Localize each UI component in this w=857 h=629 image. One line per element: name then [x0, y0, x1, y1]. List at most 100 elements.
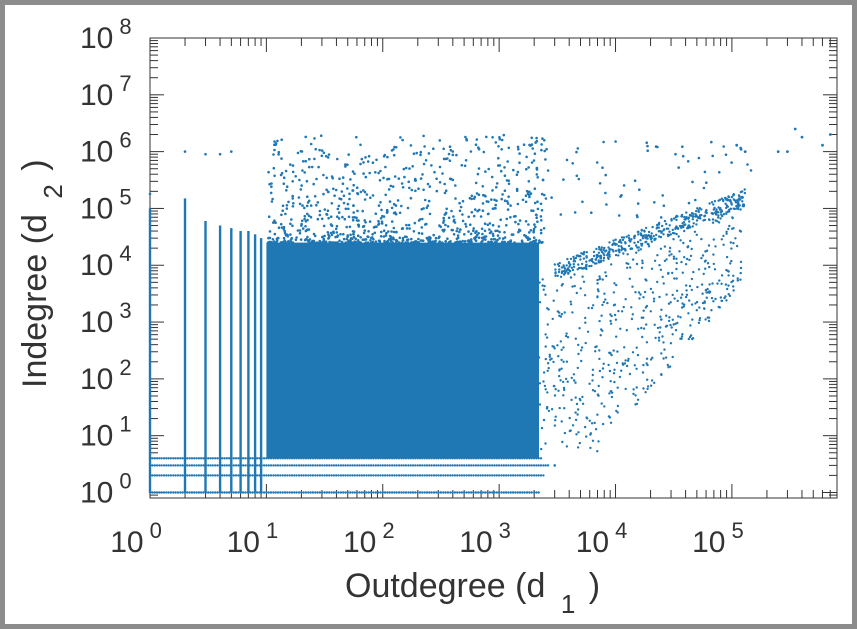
data-point — [635, 386, 638, 389]
data-point — [325, 457, 329, 460]
data-point — [577, 254, 580, 258]
data-point — [685, 293, 689, 296]
data-point — [486, 491, 489, 494]
data-point — [487, 167, 491, 171]
data-point — [479, 457, 482, 460]
data-point — [662, 341, 665, 344]
data-point — [482, 193, 485, 197]
data-point — [528, 195, 531, 199]
data-point — [423, 457, 426, 460]
data-point — [701, 301, 705, 305]
data-point — [557, 270, 561, 274]
data-point — [502, 491, 505, 494]
data-point — [739, 208, 742, 211]
data-point — [447, 216, 451, 220]
data-point — [679, 239, 682, 242]
data-point — [288, 457, 291, 460]
data-point — [559, 379, 562, 382]
data-point — [595, 247, 598, 251]
data-point — [533, 152, 537, 155]
data-point — [495, 199, 498, 202]
data-point — [352, 233, 355, 236]
data-point — [490, 175, 494, 179]
data-point — [518, 219, 522, 222]
data-point — [318, 241, 322, 244]
data-point — [696, 285, 699, 289]
data-point — [459, 205, 463, 209]
data-point — [716, 282, 719, 285]
data-point — [411, 464, 415, 467]
data-point — [386, 177, 389, 181]
data-point — [691, 218, 694, 221]
data-point — [741, 200, 744, 203]
data-point — [663, 219, 667, 223]
data-point — [390, 206, 394, 210]
data-point — [717, 199, 720, 202]
data-point — [637, 246, 640, 249]
data-point — [428, 464, 431, 467]
data-point — [327, 216, 330, 220]
data-point — [601, 329, 604, 332]
data-point — [312, 232, 316, 236]
data-point — [458, 491, 461, 494]
data-point — [573, 273, 576, 276]
data-point — [532, 491, 536, 494]
data-point — [464, 159, 468, 162]
data-point — [725, 232, 728, 235]
data-point — [581, 402, 585, 405]
data-point — [400, 204, 403, 208]
data-point — [365, 491, 368, 494]
data-point — [585, 416, 588, 419]
data-point — [481, 232, 484, 236]
data-point — [509, 464, 512, 467]
data-point — [408, 186, 411, 190]
data-point — [689, 214, 692, 217]
data-point — [624, 298, 627, 301]
data-point — [325, 464, 329, 467]
data-point — [207, 457, 210, 460]
data-point — [635, 251, 638, 254]
data-point — [602, 140, 605, 144]
data-point — [503, 199, 507, 202]
data-point — [307, 165, 311, 169]
data-point — [653, 201, 656, 204]
data-point — [313, 234, 317, 238]
data-point — [450, 228, 454, 232]
data-point — [428, 474, 431, 477]
data-point — [325, 213, 329, 216]
data-point — [606, 253, 609, 257]
data-point — [423, 198, 427, 202]
data-point — [424, 159, 428, 162]
data-point — [619, 327, 622, 330]
data-point — [573, 379, 576, 382]
data-point — [591, 379, 594, 382]
data-point — [277, 150, 281, 154]
data-point — [672, 257, 676, 260]
data-point — [687, 337, 690, 341]
data-point — [535, 474, 538, 477]
data-point — [346, 187, 349, 190]
data-point — [367, 464, 370, 467]
data-point — [481, 457, 484, 460]
data-point — [179, 457, 182, 460]
data-point — [379, 169, 382, 173]
data-point — [458, 201, 461, 205]
data-point — [332, 491, 336, 494]
data-point — [371, 233, 374, 236]
data-point — [465, 457, 468, 460]
data-point — [608, 255, 611, 258]
data-point — [476, 209, 479, 213]
data-point — [186, 491, 189, 494]
data-point — [695, 219, 699, 222]
data-point — [568, 269, 572, 273]
data-point — [197, 474, 201, 477]
data-point — [483, 235, 486, 238]
data-point — [649, 358, 653, 361]
data-point — [488, 474, 491, 477]
data-point — [484, 491, 487, 494]
data-point — [608, 250, 611, 254]
data-point — [670, 253, 673, 256]
data-point — [708, 218, 711, 222]
data-point — [574, 411, 577, 414]
data-point — [351, 216, 355, 219]
